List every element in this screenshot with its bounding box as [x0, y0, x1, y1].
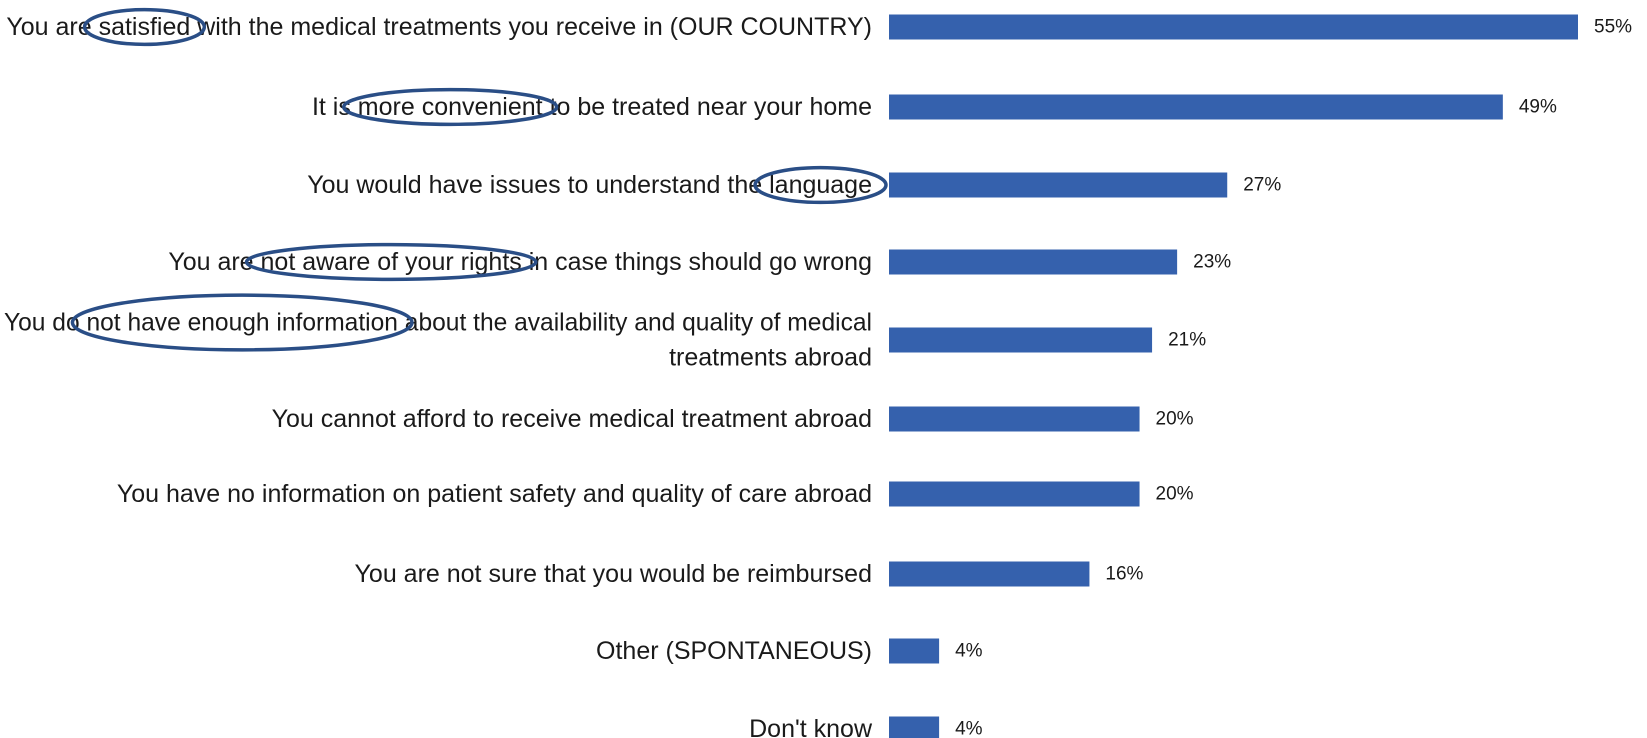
category-label: You do not have enough information about…	[4, 309, 872, 337]
bar	[889, 406, 1140, 432]
category-label: You are satisfied with the medical treat…	[6, 13, 872, 41]
value-label: 27%	[1243, 175, 1281, 196]
category-label: You are not sure that you would be reimb…	[355, 560, 872, 588]
highlight-ellipse	[82, 7, 207, 47]
value-label: 4%	[955, 719, 983, 738]
value-label: 20%	[1156, 409, 1194, 430]
category-label: Don't know	[749, 715, 873, 738]
bar	[889, 327, 1153, 353]
category-label: treatments abroad	[669, 344, 872, 372]
value-label: 4%	[955, 641, 983, 662]
value-label: 49%	[1519, 97, 1557, 118]
bar	[889, 638, 940, 664]
value-label: 23%	[1193, 252, 1231, 273]
bar	[889, 94, 1503, 120]
highlight-ellipse	[244, 242, 538, 282]
value-labels-group: 55% 49% 27% 23% 21% 20% 20% 16% 4% 4%	[955, 17, 1632, 738]
category-labels-group: You are satisfied with the medical treat…	[4, 13, 873, 738]
highlight-ellipse	[753, 165, 888, 205]
highlight-ellipse	[342, 87, 559, 127]
value-label: 21%	[1168, 330, 1206, 351]
category-label: You would have issues to understand the …	[307, 171, 872, 199]
bar	[889, 481, 1140, 507]
bar	[889, 14, 1578, 40]
value-label: 16%	[1105, 564, 1143, 585]
highlight-ellipse	[70, 293, 414, 352]
highlight-ellipses-group	[70, 7, 888, 352]
bar	[889, 249, 1178, 275]
value-label: 20%	[1156, 484, 1194, 505]
category-label: You have no information on patient safet…	[117, 480, 872, 508]
category-label: You cannot afford to receive medical tre…	[272, 405, 872, 433]
bar	[889, 561, 1090, 587]
bars-group	[889, 14, 1578, 738]
value-label: 55%	[1594, 17, 1632, 38]
category-label: It is more convenient to be treated near…	[312, 93, 872, 121]
bar	[889, 716, 940, 738]
bar	[889, 172, 1228, 198]
category-label: Other (SPONTANEOUS)	[596, 637, 872, 665]
